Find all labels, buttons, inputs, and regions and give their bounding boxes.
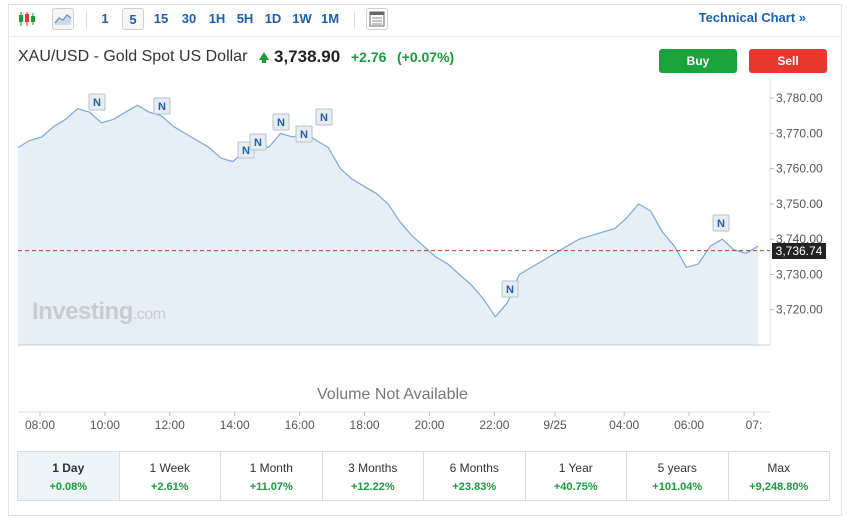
- y-tick-label: 3,730.00: [776, 267, 823, 281]
- news-marker-icon[interactable]: N: [295, 125, 313, 143]
- x-tick-label: 18:00: [350, 418, 380, 432]
- period-1[interactable]: 1: [101, 11, 109, 26]
- period-1h[interactable]: 1H: [208, 11, 226, 26]
- period-5h[interactable]: 5H: [236, 11, 254, 26]
- svg-text:N: N: [300, 129, 308, 141]
- technical-chart-link[interactable]: Technical Chart »: [698, 10, 806, 25]
- y-tick-label: 3,780.00: [776, 91, 823, 105]
- performance-period-label: 3 Months: [348, 461, 398, 475]
- performance-period-label: 1 Day: [52, 461, 85, 475]
- performance-cell[interactable]: Max +9,248.80%: [729, 452, 830, 500]
- performance-cell[interactable]: 3 Months +12.22%: [323, 452, 424, 500]
- y-tick-label: 3,760.00: [776, 162, 823, 176]
- svg-text:N: N: [717, 218, 725, 230]
- period-1m[interactable]: 1M: [320, 11, 340, 26]
- news-marker-icon[interactable]: N: [712, 214, 730, 232]
- last-price: 3,738.90: [274, 47, 341, 66]
- chart-toolbar: 1 5 15 30 1H 5H 1D 1W 1M Technical Chart…: [8, 8, 842, 34]
- svg-text:N: N: [242, 145, 250, 157]
- period-1w[interactable]: 1W: [292, 11, 312, 26]
- x-tick-label: 08:00: [25, 418, 55, 432]
- performance-cell[interactable]: 1 Month +11.07%: [221, 452, 323, 500]
- x-tick-label: 04:00: [609, 418, 639, 432]
- x-tick-label: 12:00: [155, 418, 185, 432]
- x-tick-label: 9/25: [543, 418, 567, 432]
- performance-change-value: +11.07%: [249, 481, 293, 493]
- performance-change-value: +101.04%: [652, 481, 703, 493]
- svg-text:N: N: [93, 97, 101, 109]
- x-tick-label: 10:00: [90, 418, 120, 432]
- news-marker-icon[interactable]: N: [272, 113, 290, 131]
- period-30[interactable]: 30: [181, 11, 197, 26]
- performance-period-label: 1 Week: [149, 461, 190, 475]
- svg-text:N: N: [277, 117, 285, 129]
- price-change: +2.76: [351, 49, 387, 65]
- performance-cell[interactable]: 6 Months +23.83%: [424, 452, 526, 500]
- x-tick-label: 06:00: [674, 418, 704, 432]
- performance-period-label: 1 Month: [249, 461, 293, 475]
- performance-table: 1 Day +0.08% 1 Week +2.61% 1 Month +11.07% 3 M…: [17, 451, 830, 501]
- performance-change-value: +9,248.80%: [749, 481, 809, 493]
- x-tick-label: 14:00: [220, 418, 250, 432]
- performance-cell[interactable]: 5 years +101.04%: [627, 452, 729, 500]
- y-tick-label: 3,720.00: [776, 303, 823, 317]
- performance-change-value: +2.61%: [150, 481, 189, 493]
- buy-button[interactable]: Buy: [659, 49, 737, 73]
- news-marker-icon[interactable]: N: [249, 133, 267, 151]
- table-view-icon[interactable]: [366, 8, 388, 30]
- y-tick-label: 3,750.00: [776, 197, 823, 211]
- x-tick-label: 07:: [746, 418, 763, 432]
- price-chart[interactable]: 3,780.003,770.003,760.003,750.003,740.00…: [0, 0, 852, 440]
- performance-change-value: +23.83%: [452, 481, 497, 493]
- x-tick-label: 22:00: [479, 418, 509, 432]
- performance-period-label: Max: [767, 461, 791, 475]
- period-15[interactable]: 15: [153, 11, 169, 26]
- news-marker-icon[interactable]: N: [315, 108, 333, 126]
- performance-change-value: +12.22%: [350, 481, 395, 493]
- price-area: [18, 105, 758, 345]
- performance-cell[interactable]: 1 Day +0.08%: [18, 452, 120, 500]
- x-tick-label: 20:00: [414, 418, 444, 432]
- svg-text:N: N: [254, 137, 262, 149]
- news-marker-icon[interactable]: N: [501, 280, 519, 298]
- price-change-percent: (+0.07%): [397, 49, 455, 65]
- performance-cell[interactable]: 1 Week +2.61%: [120, 452, 221, 500]
- y-tick-label: 3,770.00: [776, 126, 823, 140]
- volume-not-available: Volume Not Available: [317, 386, 468, 403]
- investing-watermark: Investing.com: [32, 298, 166, 325]
- up-arrow-icon: [259, 52, 269, 60]
- svg-text:N: N: [506, 284, 514, 296]
- price-line: [17, 104, 759, 318]
- svg-text:N: N: [320, 112, 328, 124]
- x-tick-label: 16:00: [285, 418, 315, 432]
- candlestick-icon[interactable]: [16, 8, 38, 30]
- performance-change-value: +40.75%: [553, 481, 598, 493]
- svg-text:N: N: [158, 101, 166, 113]
- performance-period-label: 1 Year: [558, 461, 593, 475]
- news-marker-icon[interactable]: N: [153, 97, 171, 115]
- news-marker-icon[interactable]: N: [88, 93, 106, 111]
- performance-change-value: +0.08%: [49, 481, 88, 493]
- area-chart-icon[interactable]: [52, 8, 74, 30]
- last-value-tag: 3,736.74: [772, 242, 826, 259]
- period-5[interactable]: 5: [122, 8, 144, 30]
- performance-cell[interactable]: 1 Year +40.75%: [526, 452, 627, 500]
- performance-period-label: 5 years: [657, 461, 697, 475]
- sell-button[interactable]: Sell: [749, 49, 827, 73]
- performance-period-label: 6 Months: [449, 461, 499, 475]
- instrument-title: XAU/USD - Gold Spot US Dollar: [18, 48, 248, 65]
- period-1d[interactable]: 1D: [264, 11, 282, 26]
